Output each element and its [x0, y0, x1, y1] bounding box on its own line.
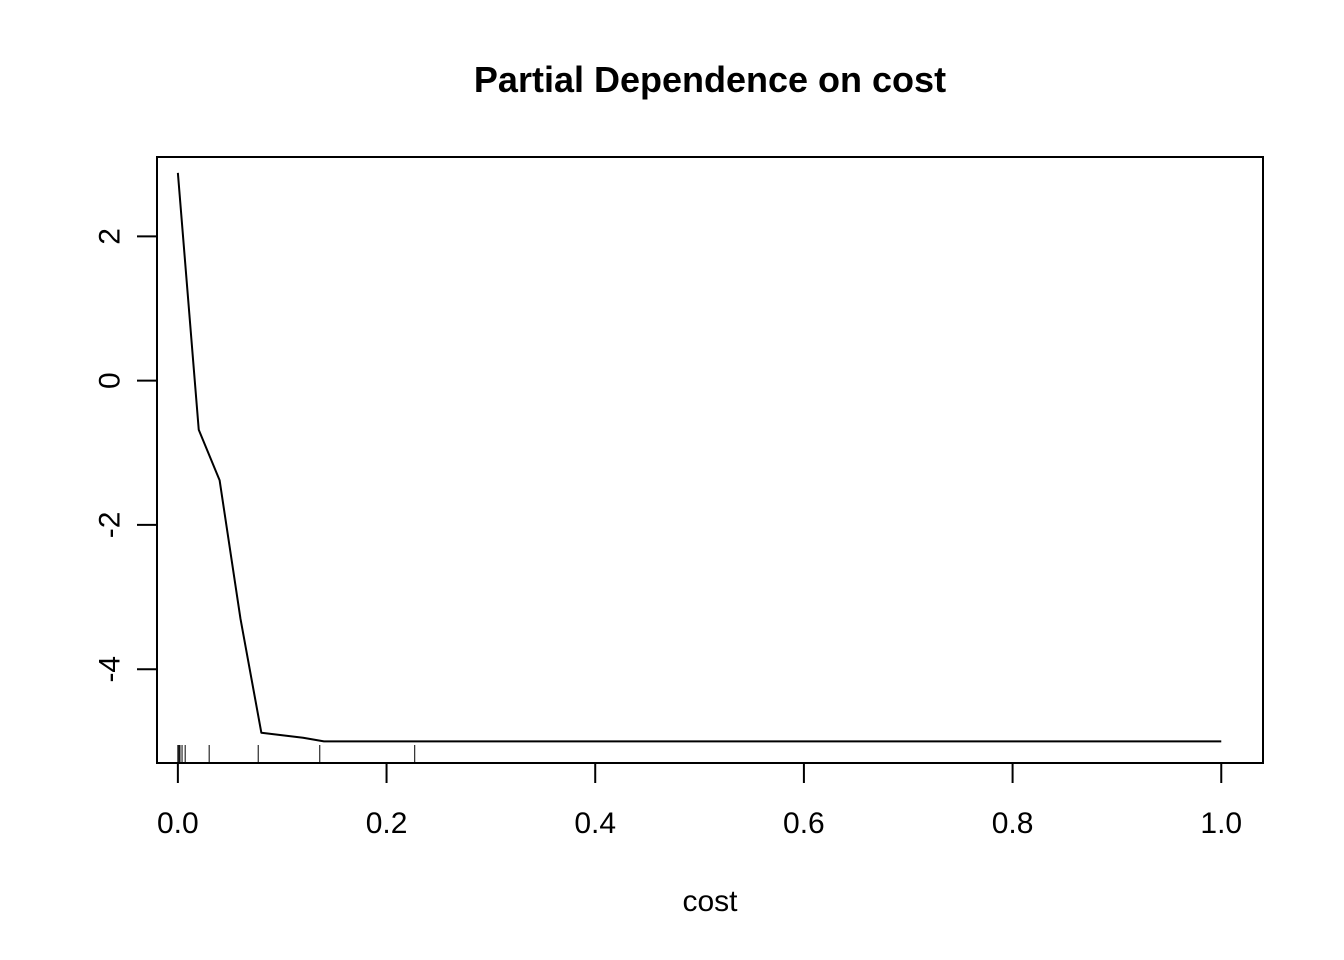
y-tick-label: -2 — [94, 512, 127, 539]
x-tick-label: 0.0 — [157, 807, 199, 840]
series-line — [176, 172, 1222, 743]
x-tick-label: 0.8 — [992, 807, 1034, 840]
x-tick-label: 1.0 — [1200, 807, 1242, 840]
x-tick-label: 0.6 — [783, 807, 825, 840]
y-tick-label: 0 — [94, 372, 127, 389]
y-axis: -4 -2 0 2 — [94, 228, 158, 683]
x-tick-label: 0.4 — [574, 807, 616, 840]
plot-frame — [156, 156, 1264, 764]
x-axis: 0.0 0.2 0.4 0.6 0.8 1.0 — [157, 762, 1242, 840]
chart-title: Partial Dependence on cost — [474, 59, 946, 100]
series-layer — [176, 172, 1222, 743]
y-tick-label: 2 — [94, 228, 127, 245]
x-axis-label: cost — [682, 885, 738, 918]
rug-marks — [177, 745, 416, 763]
y-tick-label: -4 — [94, 656, 127, 683]
x-tick-label: 0.2 — [366, 807, 408, 840]
